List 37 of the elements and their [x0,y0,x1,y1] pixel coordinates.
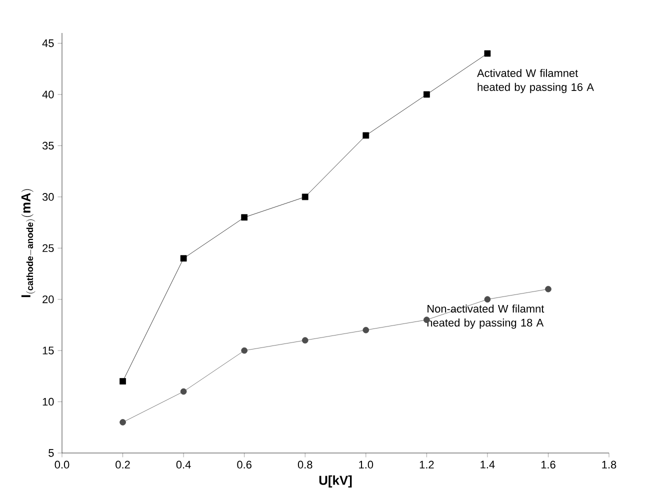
x-tick-label: 0.8 [298,460,312,469]
point [241,347,248,354]
y-tick-label: 40 [42,90,54,98]
point [423,91,430,98]
point [180,255,187,262]
y-tick-label: 35 [42,142,54,150]
x-tick-label: 0.2 [116,460,130,469]
point [241,214,248,221]
x-tick-label: 1.2 [420,460,434,468]
y-tick-label: 45 [42,39,54,48]
point [545,286,552,292]
point [120,378,126,384]
y-tick-label: 30 [42,193,54,201]
y-axis-title: $\mathbf{I}_{\mathbf{(cathode-anode)}}\mathbf{(mA)}$ [21,189,36,298]
series-label: Activated W filamnet heated by passing 16 A [477,68,594,94]
point [362,132,370,139]
point [484,50,491,57]
x-tick-label: 0.4 [176,460,191,469]
y-tick-label: 5 [48,449,54,457]
y-tick-label: 20 [42,295,54,304]
y-tick-label: 25 [42,244,54,252]
point [484,296,491,303]
x-tick-label: 1.4 [480,460,495,468]
x-tick-label: 0.6 [237,460,252,469]
point [362,326,370,334]
point [120,419,126,426]
x-tick-label: 1.6 [541,460,556,469]
point [302,194,308,200]
x-axis-title: U[kV] [319,475,352,488]
y-tick-label: 10 [42,398,54,406]
x-tick-label: 1.8 [602,460,616,469]
y-tick-label: 15 [42,346,54,354]
series-label: Non-activated W filamnt heated by passing 18 A [427,304,544,329]
x-tick-label: 0.0 [54,460,70,469]
point [180,388,187,395]
x-tick-label: 1.0 [359,460,374,469]
point [302,337,308,344]
